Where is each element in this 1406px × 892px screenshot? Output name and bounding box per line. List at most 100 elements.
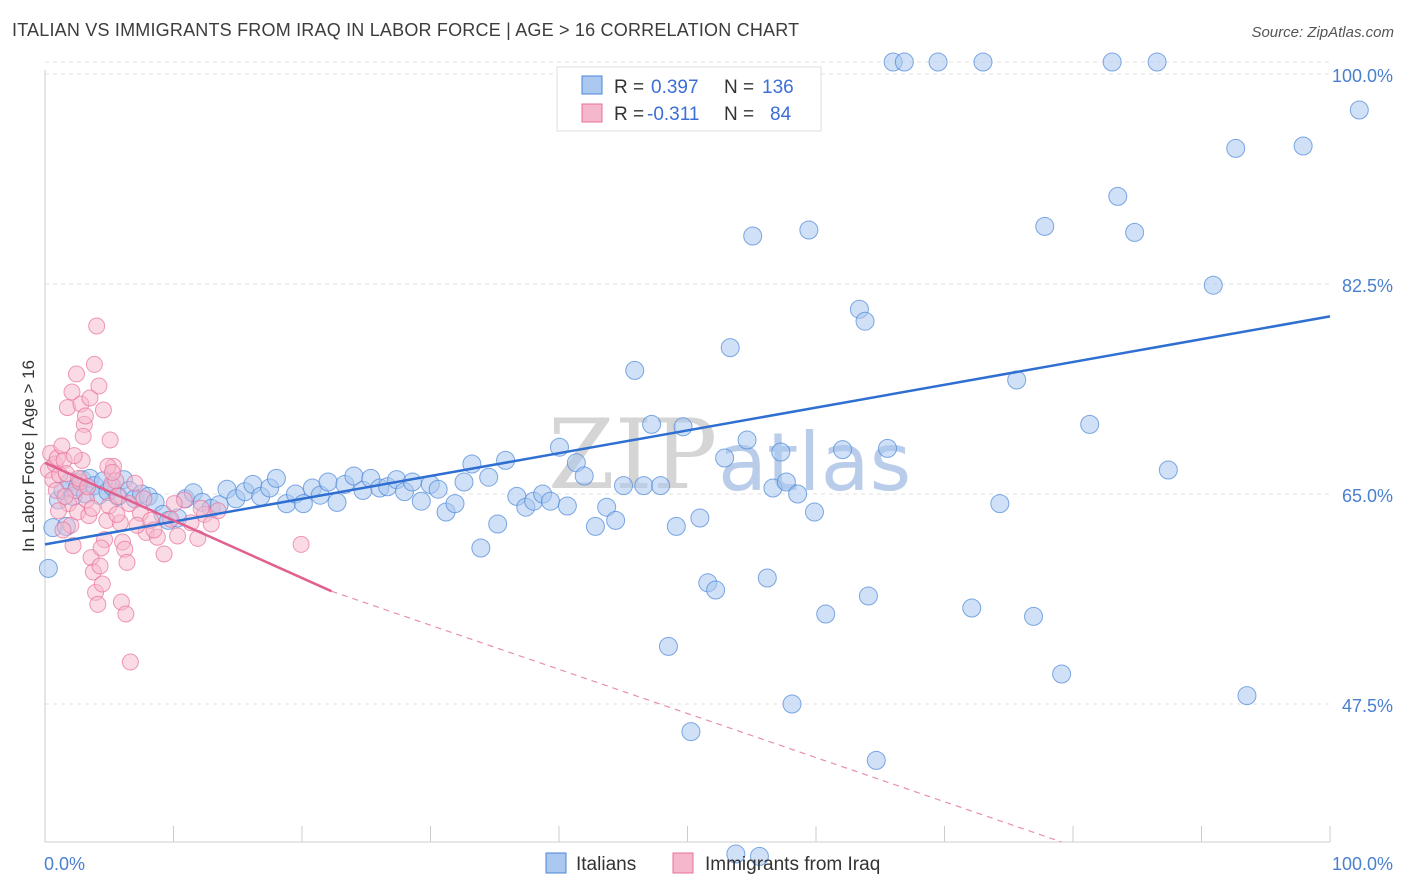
iraq-point xyxy=(155,545,173,563)
iraq-point xyxy=(209,502,227,520)
italians-point xyxy=(690,508,710,528)
italians-point xyxy=(799,220,819,240)
italians-point xyxy=(1147,52,1167,72)
italians-point xyxy=(788,484,808,504)
iraq-point xyxy=(76,407,94,425)
italians-point xyxy=(625,360,645,380)
legend-iraq-swatch xyxy=(672,852,694,874)
italians-point xyxy=(1293,136,1313,156)
italians-point xyxy=(266,468,286,488)
italians-point xyxy=(757,568,777,588)
source-label: Source: ZipAtlas.com xyxy=(1251,24,1394,41)
x-tick-label-max: 100.0% xyxy=(1332,854,1393,874)
italians-point xyxy=(855,311,875,331)
y-tick-label: 47.5% xyxy=(1342,696,1393,716)
iraq-point xyxy=(64,537,82,555)
iraq-point xyxy=(89,595,107,613)
italians-point xyxy=(445,494,465,514)
italians-point xyxy=(1203,275,1223,295)
italians-point xyxy=(1080,414,1100,434)
italians-point xyxy=(804,502,824,522)
italians-point xyxy=(541,491,560,511)
italians-point xyxy=(1237,686,1257,706)
italians-point xyxy=(816,604,836,624)
series-legend: Italians Immigrants from Iraq xyxy=(545,852,880,875)
grid xyxy=(45,61,1330,705)
iraq-point xyxy=(165,495,183,513)
italians-point xyxy=(681,722,701,742)
italians-point xyxy=(782,694,802,714)
italians-point xyxy=(743,226,763,246)
italians-point xyxy=(597,497,617,517)
italians-point xyxy=(1226,138,1246,158)
iraq-points xyxy=(39,317,310,671)
italians-point xyxy=(749,846,769,866)
x-ticks xyxy=(44,826,1331,842)
legend-r-value-1: 0.397 xyxy=(651,77,699,98)
italians-point xyxy=(428,479,448,499)
legend-n-value-1: 136 xyxy=(762,77,794,98)
italians-point xyxy=(634,476,654,496)
italians-point xyxy=(318,472,338,492)
iraq-point xyxy=(49,502,67,520)
iraq-point xyxy=(65,447,83,465)
iraq-point xyxy=(91,557,109,575)
iraq-point xyxy=(117,605,135,623)
italians-point xyxy=(1108,186,1128,206)
iraq-point xyxy=(121,653,139,671)
italians-trend-line xyxy=(44,315,1331,546)
italians-point xyxy=(928,52,948,72)
italians-point xyxy=(776,472,796,492)
chart-title: ITALIAN VS IMMIGRANTS FROM IRAQ IN LABOR… xyxy=(12,20,800,40)
italians-point xyxy=(488,514,508,534)
legend-iraq-label: Immigrants from Iraq xyxy=(705,854,880,875)
italians-point xyxy=(715,448,735,468)
iraq-point xyxy=(81,389,99,407)
iraq-point xyxy=(90,377,108,395)
iraq-point xyxy=(83,499,101,517)
iraq-trend-extension xyxy=(331,590,1062,843)
italians-point xyxy=(1052,664,1072,684)
y-tick-labels: 47.5% 65.0% 82.5% 100.0% xyxy=(1332,66,1393,716)
italians-point xyxy=(771,442,791,462)
italians-point xyxy=(471,538,491,558)
iraq-point xyxy=(85,355,103,373)
legend-italians-label: Italians xyxy=(576,854,636,875)
italians-point xyxy=(990,494,1010,514)
iraq-point xyxy=(101,431,119,449)
italians-point xyxy=(1102,52,1122,72)
italians-point xyxy=(726,844,746,864)
italians-point xyxy=(1125,222,1145,242)
iraq-point xyxy=(93,575,111,593)
italians-point xyxy=(606,510,626,530)
italians-point xyxy=(614,476,634,496)
iraq-point xyxy=(56,487,74,505)
italians-point xyxy=(411,491,431,511)
italians-point xyxy=(866,750,886,770)
italians-point xyxy=(479,467,499,487)
italians-point xyxy=(833,440,853,460)
iraq-point xyxy=(108,505,126,523)
iraq-point xyxy=(92,539,110,557)
italians-point xyxy=(737,430,757,450)
italians-point xyxy=(858,586,878,606)
legend-italians-swatch xyxy=(545,852,567,874)
italians-point xyxy=(666,516,686,536)
italians-point xyxy=(658,636,678,656)
italians-point xyxy=(720,338,740,358)
legend-n-label-1: N = xyxy=(724,77,754,98)
italians-point xyxy=(962,598,982,618)
italians-point xyxy=(973,52,993,72)
iraq-point xyxy=(88,317,106,335)
stats-legend: R = 0.397 N = 136 R = -0.311 N = 84 xyxy=(556,66,822,132)
iraq-point xyxy=(118,553,136,571)
legend-n-label-2: N = xyxy=(724,104,754,125)
legend-r-label-1: R = xyxy=(614,77,644,98)
italians-point xyxy=(574,466,594,486)
x-tick-label-min: 0.0% xyxy=(44,854,85,874)
y-tick-label: 100.0% xyxy=(1332,66,1393,86)
italians-point xyxy=(878,438,897,458)
italians-point xyxy=(1035,216,1055,236)
legend-n-value-2: 84 xyxy=(770,104,792,125)
